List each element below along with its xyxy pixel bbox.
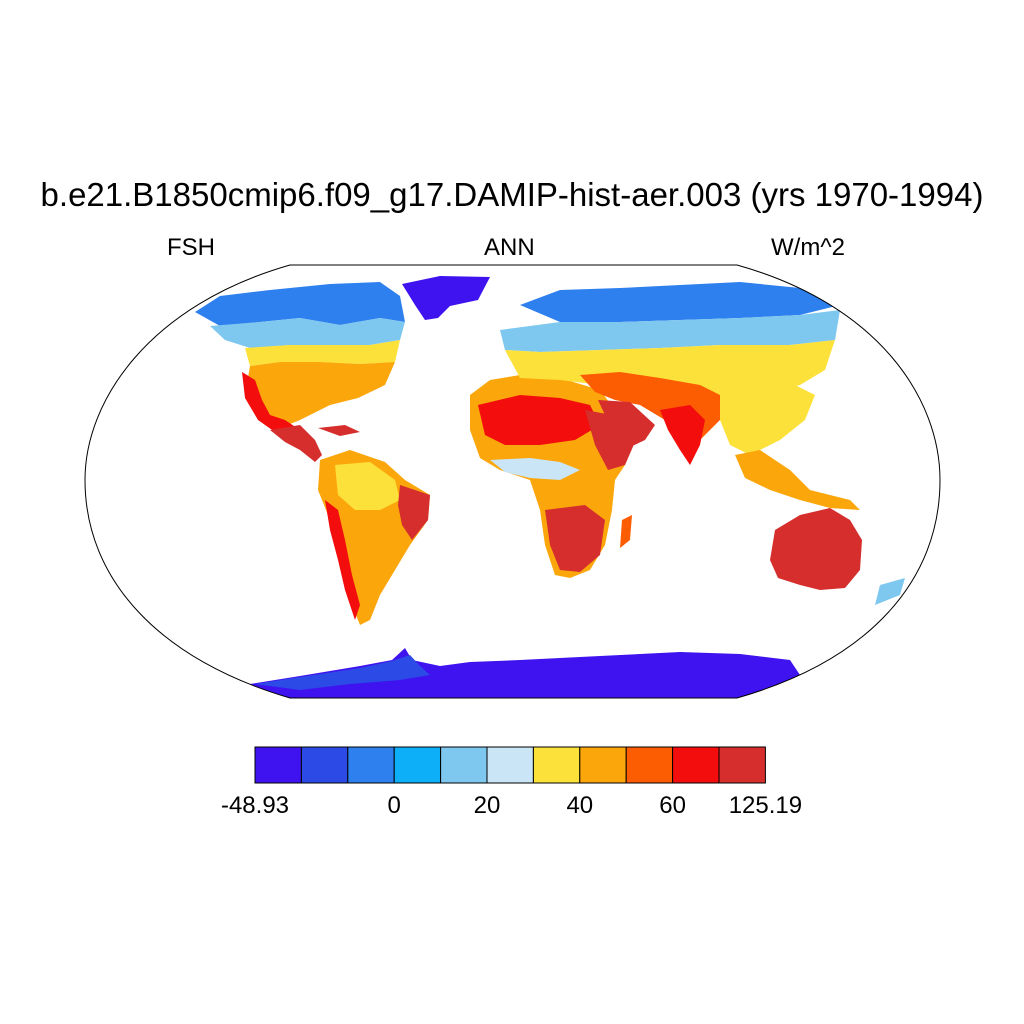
south-america-andes	[325, 500, 360, 620]
colorbar-tick-label: 60	[659, 792, 686, 819]
africa-sahel	[490, 458, 580, 480]
colorbar-swatch	[347, 746, 395, 784]
south-america-amazon	[335, 462, 400, 510]
africa-south	[545, 505, 605, 572]
central-america	[270, 425, 322, 462]
eurasia-arctic	[520, 282, 840, 322]
madagascar	[620, 515, 632, 548]
colorbar-swatch	[718, 746, 766, 784]
plot-title: b.e21.B1850cmip6.f09_g17.DAMIP-hist-aer.…	[40, 176, 984, 213]
colorbar-swatch	[486, 746, 534, 784]
colorbar-swatch	[440, 746, 488, 784]
units-label: W/m^2	[771, 234, 845, 261]
australia	[770, 508, 862, 590]
north-america-arctic	[195, 282, 405, 326]
colorbar-swatch	[672, 746, 720, 784]
colorbar-swatch	[300, 746, 349, 784]
colorbar-swatch	[579, 746, 627, 784]
globe-outline	[84, 264, 941, 699]
colorbar-tick-label: 40	[566, 792, 594, 819]
north-america-southwest	[242, 372, 300, 438]
colorbar	[254, 746, 766, 784]
eurasia-central	[505, 340, 835, 400]
antarctica	[230, 648, 800, 698]
colorbar-tick-label: 20	[473, 792, 501, 819]
colorbar-swatch	[254, 746, 302, 784]
north-america-canada	[210, 318, 405, 348]
greenland	[402, 276, 490, 320]
colorbar-tick-label: 125.19	[728, 792, 803, 819]
new-zealand	[875, 578, 905, 605]
eurasia-siberia	[500, 310, 840, 352]
africa-sahara	[478, 395, 600, 445]
south-america-brazil-east	[398, 485, 430, 540]
colorbar-tick-label: 0	[387, 792, 401, 819]
india	[660, 405, 705, 465]
southeast-asia	[735, 450, 860, 510]
colorbar-swatch	[393, 746, 442, 784]
antarctica-coast	[255, 655, 430, 690]
north-america-usa	[245, 362, 395, 430]
caribbean	[318, 425, 360, 436]
colorbar-swatch	[625, 746, 674, 784]
variable-label: FSH	[167, 234, 215, 261]
arabia	[598, 400, 655, 448]
east-asia	[720, 385, 815, 455]
colorbar-swatch	[532, 746, 581, 784]
north-america-south-canada	[245, 340, 400, 366]
africa-horn	[585, 410, 635, 470]
colorbar-tick-label: -48.93	[220, 792, 290, 819]
season-label: ANN	[484, 234, 535, 261]
